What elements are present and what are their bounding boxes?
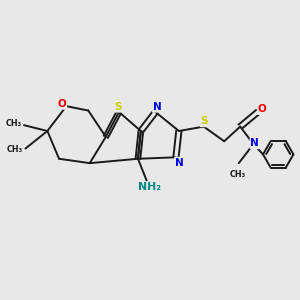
Text: O: O	[58, 99, 66, 109]
Text: CH₃: CH₃	[229, 169, 245, 178]
Text: S: S	[200, 116, 208, 126]
Text: CH₃: CH₃	[5, 119, 22, 128]
Text: O: O	[258, 104, 266, 114]
Text: N: N	[250, 138, 259, 148]
Text: NH₂: NH₂	[138, 182, 161, 192]
Text: S: S	[115, 102, 122, 112]
Text: N: N	[153, 102, 161, 112]
Text: CH₃: CH₃	[7, 146, 23, 154]
Text: N: N	[175, 158, 184, 168]
